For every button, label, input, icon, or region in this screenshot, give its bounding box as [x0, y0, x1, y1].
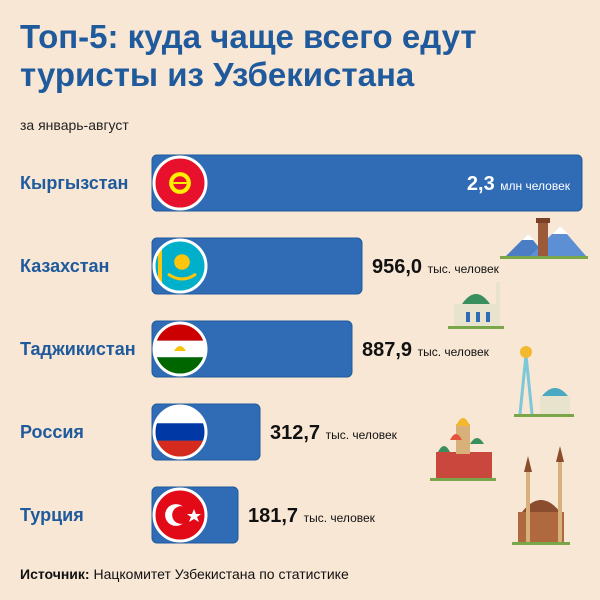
bar-row: Россия 312,7 тыс. человек — [20, 403, 398, 461]
turkey-flag-icon — [152, 487, 208, 543]
country-label: Казахстан — [20, 256, 109, 276]
bar-row: Кыргызстан 2,3 млн человек — [20, 154, 583, 212]
value-unit: млн человек — [500, 179, 570, 193]
chart-subtitle: за январь-август — [20, 117, 129, 133]
value-number: 312,7 — [270, 422, 326, 444]
value-unit: тыс. человек — [304, 511, 376, 525]
bar-row: Казахстан 956,0 тыс. человек — [20, 237, 500, 295]
value-label: 181,7 тыс. человек — [248, 505, 376, 527]
country-label: Таджикистан — [20, 339, 136, 359]
source-label: Источник: — [20, 566, 90, 582]
source-text: Нацкомитет Узбекистана по статистике — [93, 566, 349, 582]
country-label: Кыргызстан — [20, 173, 128, 193]
landmark-russia-icon — [430, 418, 496, 481]
value-number: 2,3 — [467, 173, 500, 195]
value-label: 887,9 тыс. человек — [362, 339, 490, 361]
value-unit: тыс. человек — [326, 428, 398, 442]
value-unit: тыс. человек — [428, 262, 500, 276]
value-label: 2,3 млн человек — [467, 173, 571, 195]
title-line-1: Топ-5: куда чаще всего едут — [20, 18, 477, 55]
title-line-2: туристы из Узбекистана — [20, 56, 415, 93]
bar — [151, 237, 363, 295]
landmark-kyrgyzstan-icon — [500, 218, 588, 259]
landmark-turkey-icon — [512, 446, 570, 545]
value-label: 312,7 тыс. человек — [270, 422, 398, 444]
country-label: Россия — [20, 422, 84, 442]
source-note: Источник: Нацкомитет Узбекистана по стат… — [20, 566, 349, 582]
value-number: 887,9 — [362, 339, 418, 361]
tajikistan-flag-icon — [152, 321, 208, 377]
value-number: 956,0 — [372, 256, 428, 278]
bar-row: Турция 181,7 тыс. человек — [20, 486, 376, 544]
bar — [151, 154, 583, 212]
country-label: Турция — [20, 505, 84, 525]
kazakhstan-flag-icon — [152, 238, 208, 294]
value-number: 181,7 — [248, 505, 304, 527]
value-unit: тыс. человек — [418, 345, 490, 359]
russia-flag-icon — [152, 404, 208, 460]
chart-title: Топ-5: куда чаще всего едут туристы из Уз… — [20, 18, 590, 94]
bar-row: Таджикистан 887,9 тыс. человек — [20, 320, 490, 378]
value-label: 956,0 тыс. человек — [372, 256, 500, 278]
landmark-tajikistan-icon — [514, 346, 574, 417]
kyrgyzstan-flag-icon — [152, 155, 208, 211]
landmark-kazakhstan-icon — [448, 282, 504, 329]
